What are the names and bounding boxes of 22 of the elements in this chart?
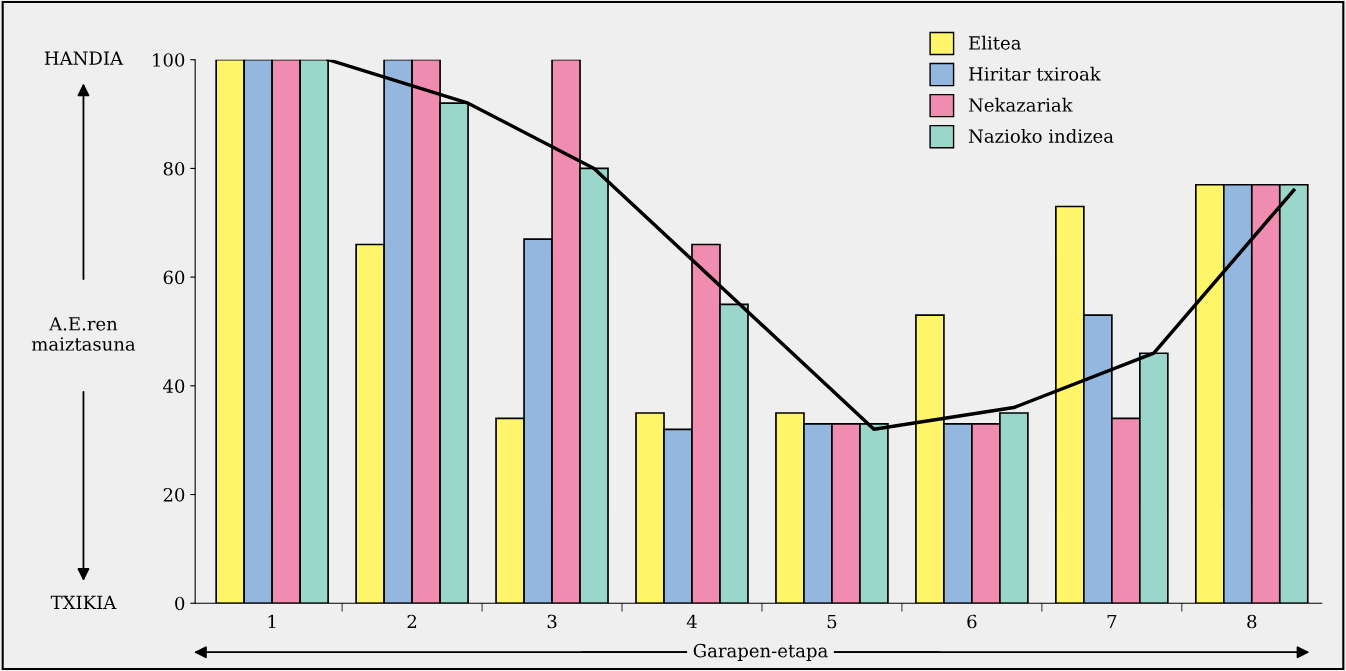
text: HANDIA [44, 51, 124, 65]
legend-label: Nekazariak [968, 97, 1073, 112]
y-axis-title: A.E.ren maiztasuna [31, 317, 136, 351]
legend-label: Elitea [969, 35, 1021, 50]
y-tick-label: 0 [175, 596, 185, 611]
y-tick-label: 40 [163, 379, 185, 393]
x-axis-title: Garapen-etapa [693, 643, 828, 661]
y-tick-label: 80 [163, 161, 185, 176]
x-tick-label: 8 [1247, 614, 1257, 629]
x-tick-label: 1 [268, 614, 276, 629]
x-tick-label: 7 [1107, 614, 1117, 629]
y-tick-label: 100 [153, 53, 185, 67]
y-tick-label: 60 [163, 270, 185, 285]
legend-label: Hiritar txiroak [969, 66, 1101, 81]
text: TXIKIA [50, 595, 117, 609]
y-tick-label: 20 [163, 487, 185, 502]
x-tick-label: 3 [547, 614, 557, 629]
x-tick-label: 4 [686, 614, 697, 629]
legend-label: Nazioko indizea [968, 128, 1114, 143]
x-tick-label: 5 [827, 614, 837, 629]
x-tick-label: 2 [407, 614, 417, 629]
x-tick-label: 6 [967, 614, 977, 629]
